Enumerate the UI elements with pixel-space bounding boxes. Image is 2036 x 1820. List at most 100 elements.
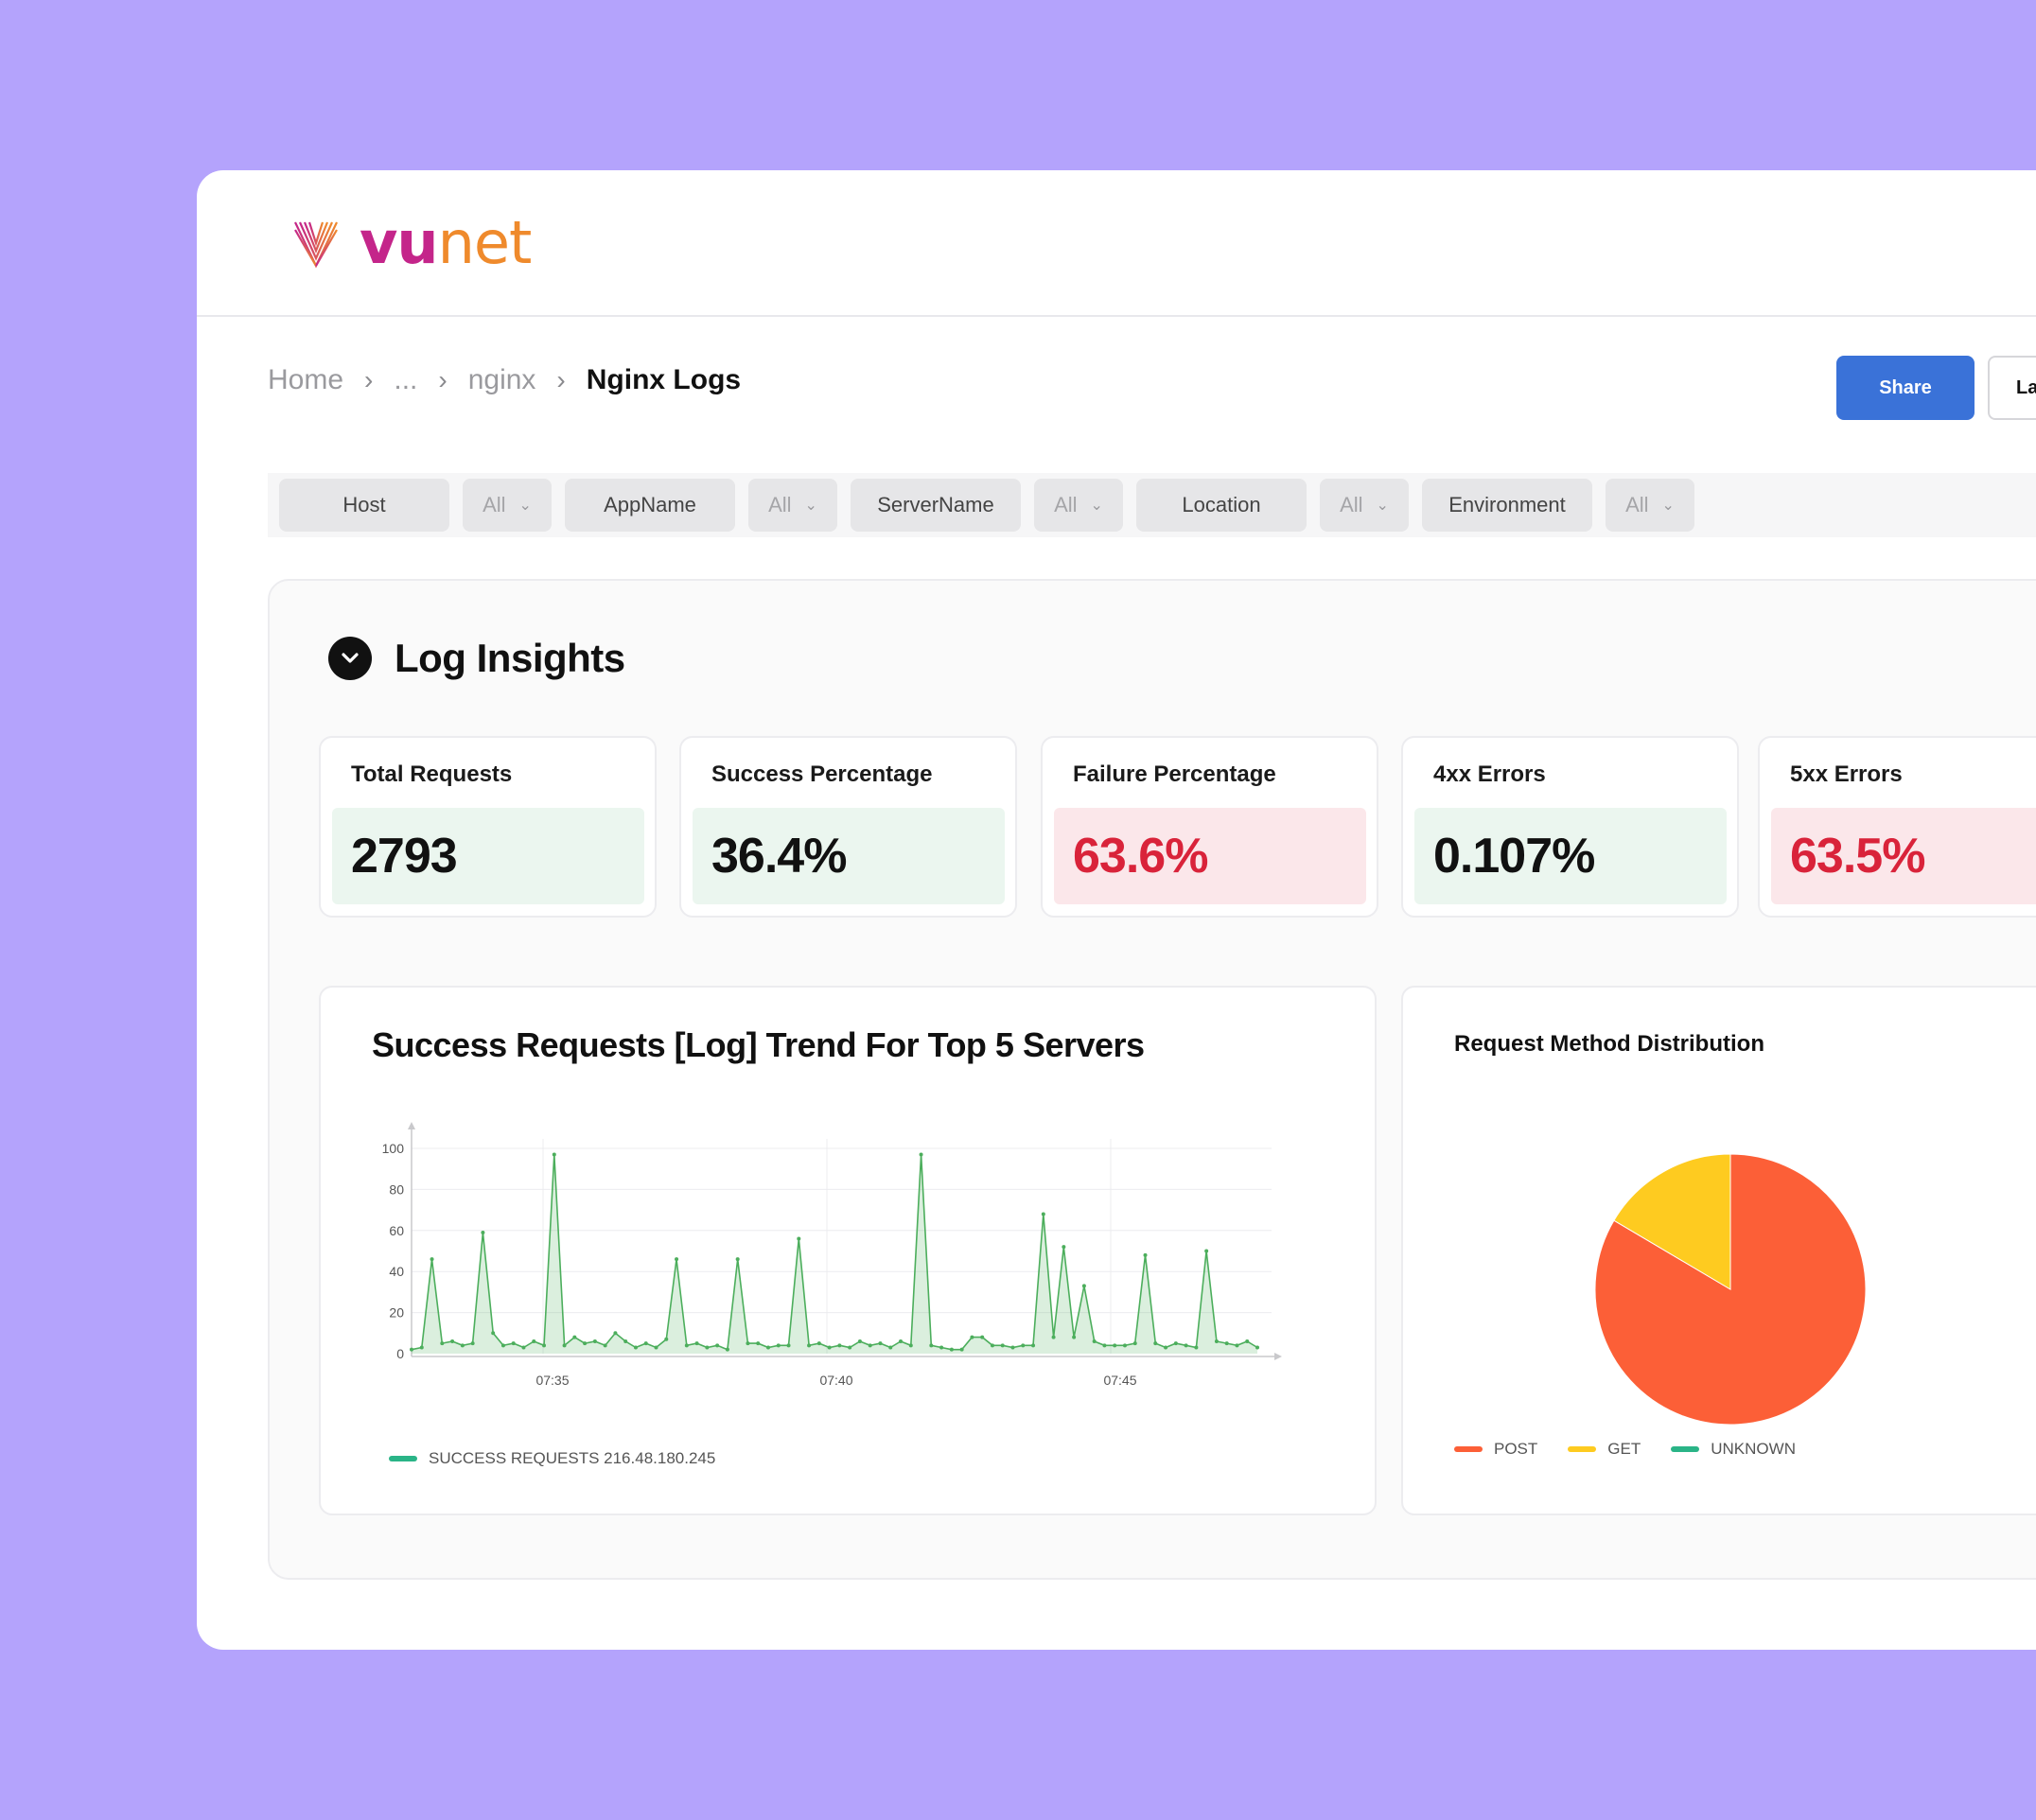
data-point[interactable] <box>1184 1343 1188 1348</box>
kpi-success-percentage[interactable]: Success Percentage 36.4% <box>679 736 1017 918</box>
data-point[interactable] <box>807 1343 812 1348</box>
data-point[interactable] <box>419 1345 424 1350</box>
data-point[interactable] <box>684 1343 689 1348</box>
breadcrumb-ellipsis[interactable]: ... <box>394 364 418 395</box>
data-point[interactable] <box>532 1339 536 1343</box>
data-point[interactable] <box>786 1343 791 1348</box>
data-point[interactable] <box>878 1341 883 1346</box>
data-point[interactable] <box>1041 1212 1045 1216</box>
data-point[interactable] <box>1255 1345 1259 1350</box>
breadcrumb-nginx[interactable]: nginx <box>467 364 536 395</box>
breadcrumb-home[interactable]: Home <box>268 364 344 395</box>
data-point[interactable] <box>664 1337 669 1341</box>
data-point[interactable] <box>1224 1341 1229 1346</box>
data-point[interactable] <box>643 1341 648 1346</box>
data-point[interactable] <box>1132 1341 1137 1346</box>
series-line[interactable] <box>411 1154 1258 1351</box>
data-point[interactable] <box>959 1347 964 1352</box>
data-point[interactable] <box>491 1331 496 1336</box>
data-point[interactable] <box>949 1347 954 1352</box>
data-point[interactable] <box>511 1341 516 1346</box>
data-point[interactable] <box>654 1345 658 1350</box>
data-point[interactable] <box>1072 1335 1077 1339</box>
filter-select-location[interactable]: All ⌄ <box>1320 479 1409 532</box>
data-point[interactable] <box>1143 1252 1148 1257</box>
data-point[interactable] <box>848 1345 852 1350</box>
data-point[interactable] <box>1214 1339 1219 1343</box>
data-point[interactable] <box>765 1345 770 1350</box>
legend-item[interactable]: SUCCESS REQUESTS 216.48.180.245 <box>389 1449 715 1468</box>
kpi-total-requests[interactable]: Total Requests 2793 <box>319 736 657 918</box>
data-point[interactable] <box>1194 1345 1199 1350</box>
data-point[interactable] <box>1102 1343 1107 1348</box>
data-point[interactable] <box>410 1347 413 1352</box>
data-point[interactable] <box>816 1341 821 1346</box>
filter-select-servername[interactable]: All ⌄ <box>1034 479 1123 532</box>
data-point[interactable] <box>837 1343 842 1348</box>
data-point[interactable] <box>694 1341 699 1346</box>
data-point[interactable] <box>430 1257 434 1262</box>
data-point[interactable] <box>460 1343 465 1348</box>
data-point[interactable] <box>1204 1249 1209 1253</box>
data-point[interactable] <box>1051 1335 1056 1339</box>
data-point[interactable] <box>470 1341 475 1346</box>
data-point[interactable] <box>1153 1341 1158 1346</box>
data-point[interactable] <box>1122 1343 1127 1348</box>
data-point[interactable] <box>1245 1339 1250 1343</box>
kpi-4xx-errors[interactable]: 4xx Errors 0.107% <box>1401 736 1739 918</box>
pie-slice-post[interactable] <box>1594 1153 1867 1426</box>
kpi-5xx-errors[interactable]: 5xx Errors 63.5% <box>1758 736 2036 918</box>
data-point[interactable] <box>613 1331 618 1336</box>
data-point[interactable] <box>725 1347 729 1352</box>
data-point[interactable] <box>1164 1345 1168 1350</box>
data-point[interactable] <box>521 1345 526 1350</box>
data-point[interactable] <box>633 1345 638 1350</box>
data-point[interactable] <box>1113 1343 1117 1348</box>
data-point[interactable] <box>440 1341 445 1346</box>
data-point[interactable] <box>970 1335 974 1339</box>
data-point[interactable] <box>1021 1343 1026 1348</box>
kpi-failure-percentage[interactable]: Failure Percentage 63.6% <box>1041 736 1378 918</box>
data-point[interactable] <box>1010 1345 1015 1350</box>
data-point[interactable] <box>929 1343 934 1348</box>
data-point[interactable] <box>705 1345 710 1350</box>
data-point[interactable] <box>746 1341 750 1346</box>
collapse-toggle-icon[interactable] <box>328 637 372 680</box>
data-point[interactable] <box>1000 1343 1005 1348</box>
data-point[interactable] <box>1092 1339 1097 1343</box>
data-point[interactable] <box>1173 1341 1178 1346</box>
legend-item-get[interactable]: GET <box>1568 1440 1641 1459</box>
data-point[interactable] <box>623 1339 628 1343</box>
data-point[interactable] <box>735 1257 740 1262</box>
data-point[interactable] <box>562 1343 567 1348</box>
data-point[interactable] <box>572 1335 577 1339</box>
data-point[interactable] <box>908 1343 913 1348</box>
data-point[interactable] <box>583 1341 588 1346</box>
secondary-action-button[interactable]: La <box>1988 356 2036 420</box>
data-point[interactable] <box>450 1339 455 1343</box>
data-point[interactable] <box>715 1343 720 1348</box>
data-point[interactable] <box>899 1339 904 1343</box>
data-point[interactable] <box>857 1339 862 1343</box>
data-point[interactable] <box>827 1345 832 1350</box>
data-point[interactable] <box>776 1343 781 1348</box>
pie-slice-get[interactable] <box>1613 1153 1731 1290</box>
data-point[interactable] <box>481 1230 485 1234</box>
trend-chart[interactable]: 0 20 40 60 80 100 07:35 07:40 07:45 <box>321 988 1378 1517</box>
logo[interactable]: vunet <box>293 214 532 272</box>
data-point[interactable] <box>939 1345 944 1350</box>
data-point[interactable] <box>756 1341 761 1346</box>
legend-item-unknown[interactable]: UNKNOWN <box>1671 1440 1796 1459</box>
filter-select-appname[interactable]: All ⌄ <box>748 479 837 532</box>
data-point[interactable] <box>868 1343 872 1348</box>
filter-select-environment[interactable]: All ⌄ <box>1606 479 1694 532</box>
data-point[interactable] <box>675 1257 679 1262</box>
data-point[interactable] <box>603 1343 607 1348</box>
data-point[interactable] <box>990 1343 994 1348</box>
filter-select-host[interactable]: All ⌄ <box>463 479 552 532</box>
data-point[interactable] <box>1081 1284 1086 1288</box>
data-point[interactable] <box>797 1236 801 1241</box>
data-point[interactable] <box>888 1345 893 1350</box>
data-point[interactable] <box>552 1152 556 1157</box>
data-point[interactable] <box>500 1343 505 1348</box>
